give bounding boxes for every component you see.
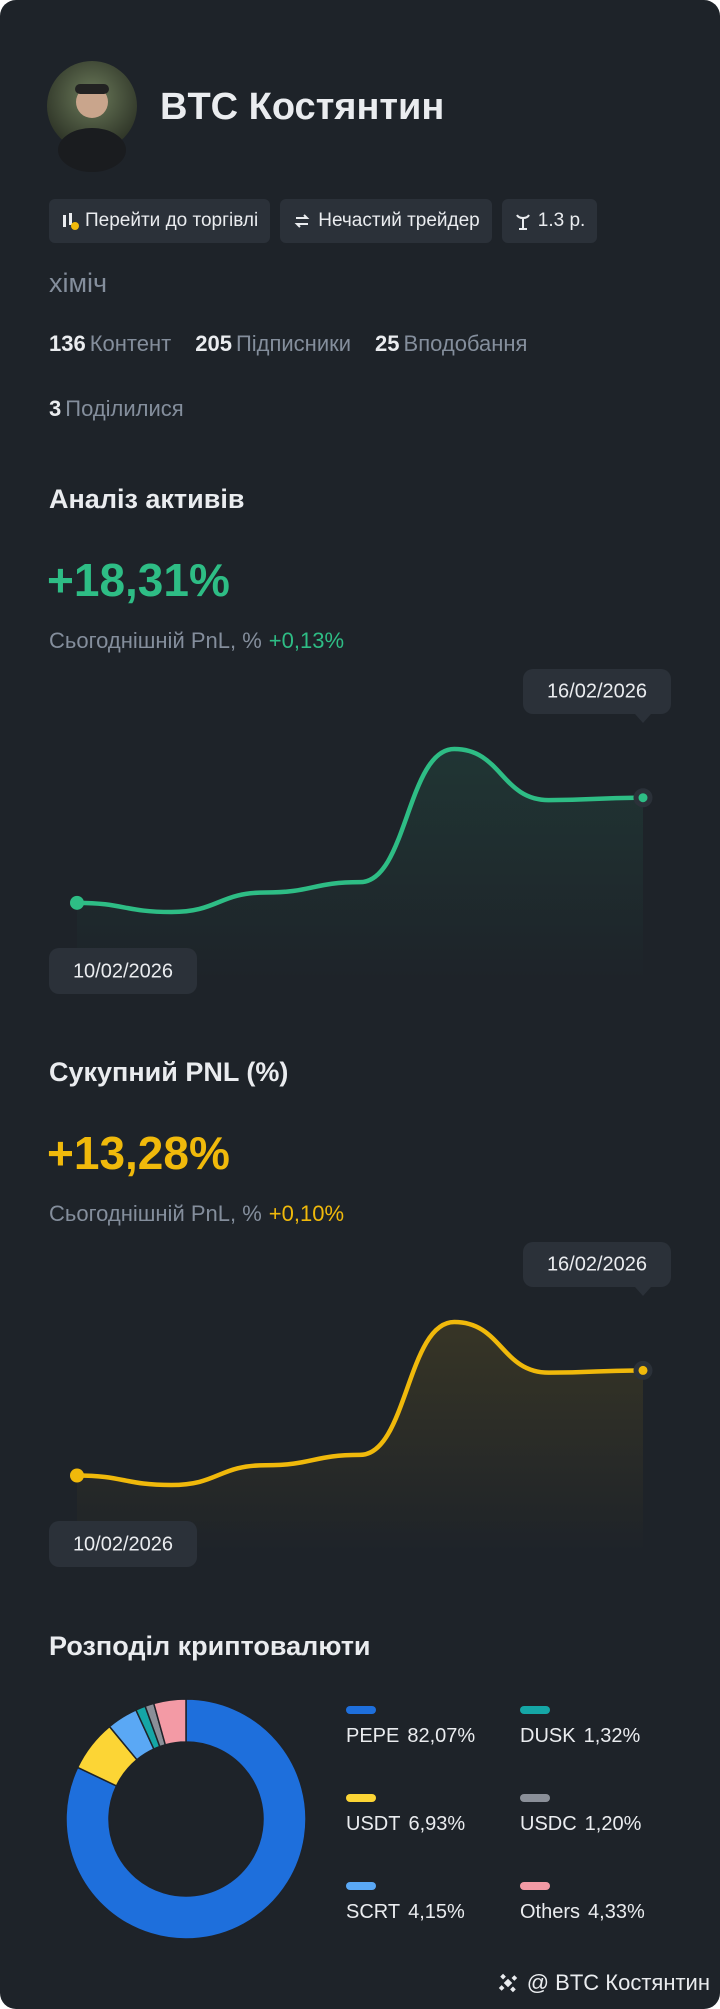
section-title: Аналіз активів (49, 484, 244, 514)
stats-row: 136 Контент 205 Підписники 25 Вподобання (49, 331, 527, 357)
legend-swatch (520, 1794, 550, 1802)
legend-name: USDC (520, 1813, 577, 1835)
stat-value: 3 (49, 396, 62, 421)
stat-label: Вподобання (403, 331, 528, 356)
section-title: Розподіл криптовалюти (49, 1631, 371, 1661)
end-tooltip (523, 1242, 671, 1287)
legend-entry: DUSK 1,32% (520, 1725, 641, 1747)
legend-name: DUSK (520, 1725, 576, 1747)
legend-name: Others (520, 1901, 580, 1923)
legend-value: 82,07% (407, 1725, 475, 1747)
legend-entry: USDT 6,93% (346, 1813, 465, 1835)
trade-button[interactable]: Перейти до торгівлі (49, 199, 271, 243)
profile-name: BTC Костянтин (160, 86, 445, 128)
stat-value: 136 (49, 331, 86, 356)
start-point (70, 895, 84, 910)
legend-value: 4,15% (408, 1901, 465, 1923)
headline-value: +13,28% (47, 1127, 230, 1179)
stat[interactable]: 25 Вподобання (375, 331, 527, 357)
pnl-line: Сьогоднішній PnL, % +0,10% (49, 1201, 344, 1226)
legend-swatch (346, 1706, 376, 1714)
tooltip-pointer (635, 714, 651, 723)
start-point (70, 1468, 84, 1483)
stat-value: 25 (375, 331, 400, 356)
legend-value: 1,20% (585, 1813, 642, 1835)
legend-entry: Others 4,33% (520, 1901, 645, 1923)
button-label: 1.3 р. (537, 210, 586, 231)
pnl-label: Сьогоднішній PnL, % (49, 628, 262, 653)
end-point (633, 1360, 653, 1380)
logo (498, 1973, 517, 1993)
legend-entry: SCRT 4,15% (346, 1901, 465, 1923)
legend-swatch (346, 1794, 376, 1802)
icon (515, 214, 530, 230)
trader-badge[interactable]: Нечастий трейдер (280, 199, 492, 243)
donut-slice (65, 1698, 307, 1940)
legend-value: 6,93% (408, 1813, 465, 1835)
button-label: Перейти до торгівлі (85, 210, 259, 231)
bio: хіміч (49, 268, 108, 298)
area (77, 749, 643, 980)
donut-slice (152, 1698, 187, 1746)
start-date: 10/02/2026 (73, 960, 173, 982)
legend-value: 4,33% (588, 1901, 645, 1923)
start-tooltip (49, 1521, 197, 1567)
end-date: 16/02/2026 (547, 680, 647, 702)
end-date: 16/02/2026 (547, 1253, 647, 1275)
button-label: Нечастий трейдер (318, 210, 480, 231)
start-tooltip (49, 948, 197, 994)
legend-swatch (346, 1882, 376, 1890)
legend-entry: PEPE 82,07% (346, 1725, 475, 1747)
stat-label: Поділилися (65, 396, 184, 421)
end-tooltip (523, 669, 671, 714)
avatar[interactable] (47, 61, 137, 172)
footer-text: @ BTC Костянтин (526, 1970, 710, 1995)
pnl-change: +0,13% (269, 628, 344, 653)
button-row: Перейти до торгівлі Нечастий трейдер 1.3… (49, 199, 598, 243)
line (74, 1319, 646, 1488)
section-title: Сукупний PNL (%) (49, 1057, 288, 1087)
pnl-change: +0,10% (269, 1201, 344, 1226)
stats-row: 3 Поділилися (49, 396, 184, 422)
pnl-label: Сьогоднішній PnL, % (49, 1201, 262, 1226)
headline-value: +18,31% (47, 554, 230, 606)
footer: @ BTC Костянтин (495, 1970, 710, 1996)
stat-value: 205 (195, 331, 232, 356)
stat[interactable]: 136 Контент (49, 331, 171, 357)
legend-value: 1,32% (584, 1725, 641, 1747)
legend-name: USDT (346, 1813, 400, 1835)
legend-swatch (520, 1706, 550, 1714)
start-date: 10/02/2026 (73, 1533, 173, 1555)
pnl-line: Сьогоднішній PnL, % +0,13% (49, 628, 344, 653)
tooltip-pointer (635, 1287, 651, 1296)
stat[interactable]: 3 Поділилися (49, 396, 184, 422)
icon (294, 214, 310, 228)
icon (63, 213, 79, 230)
stat[interactable]: 205 Підписники (195, 331, 351, 357)
stat-label: Підписники (235, 331, 352, 356)
end-point (633, 788, 653, 808)
legend-entry: USDC 1,20% (520, 1813, 642, 1835)
legend-name: PEPE (346, 1725, 399, 1747)
line (74, 746, 646, 915)
legend-name: SCRT (346, 1901, 400, 1923)
age-badge[interactable]: 1.3 р. (501, 199, 598, 243)
legend-swatch (520, 1882, 550, 1890)
area (77, 1322, 643, 1553)
stat-label: Контент (89, 331, 172, 356)
